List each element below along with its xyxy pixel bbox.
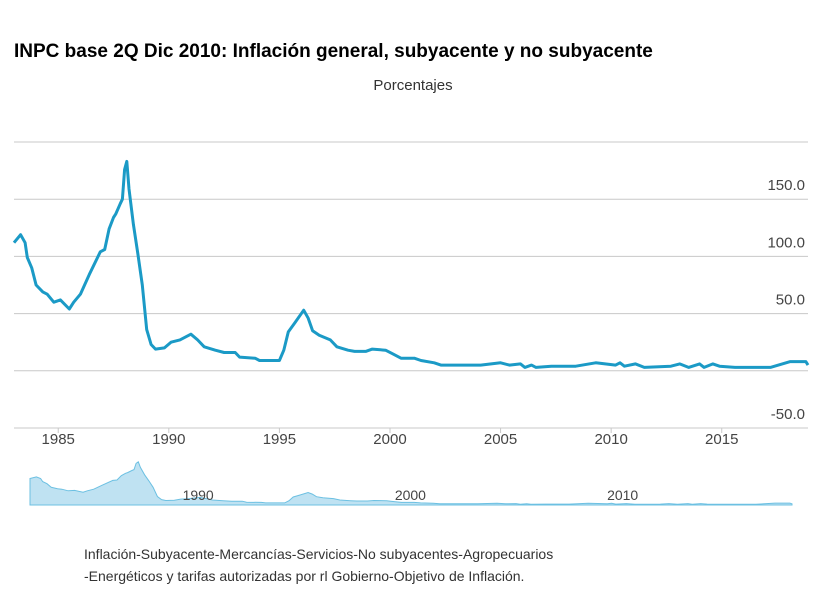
y-tick-label: -50.0 <box>771 406 805 423</box>
x-tick-label: 1985 <box>42 431 75 448</box>
navigator-label: 1990 <box>183 487 214 503</box>
x-tick-label: 2010 <box>594 431 627 448</box>
navigator-label: 2010 <box>607 487 638 503</box>
navigator-area <box>29 461 793 506</box>
x-tick-label: 2000 <box>373 431 406 448</box>
x-tick-label: 2005 <box>484 431 517 448</box>
caption-line: -Energéticos y tarifas autorizadas por r… <box>84 568 524 584</box>
caption-line: Inflación-Subyacente-Mercancías-Servicio… <box>84 546 553 562</box>
y-tick-label: 50.0 <box>776 292 805 309</box>
x-tick-label: 1995 <box>263 431 296 448</box>
chart-subtitle: Porcentajes <box>373 77 452 94</box>
y-tick-label: 150.0 <box>767 177 805 194</box>
x-tick-label: 2015 <box>705 431 738 448</box>
navigator-label: 2000 <box>395 487 426 503</box>
data-line <box>12 159 810 369</box>
chart-title: INPC base 2Q Dic 2010: Inflación general… <box>14 41 653 62</box>
y-tick-label: 100.0 <box>767 234 805 251</box>
x-tick-label: 1990 <box>152 431 185 448</box>
